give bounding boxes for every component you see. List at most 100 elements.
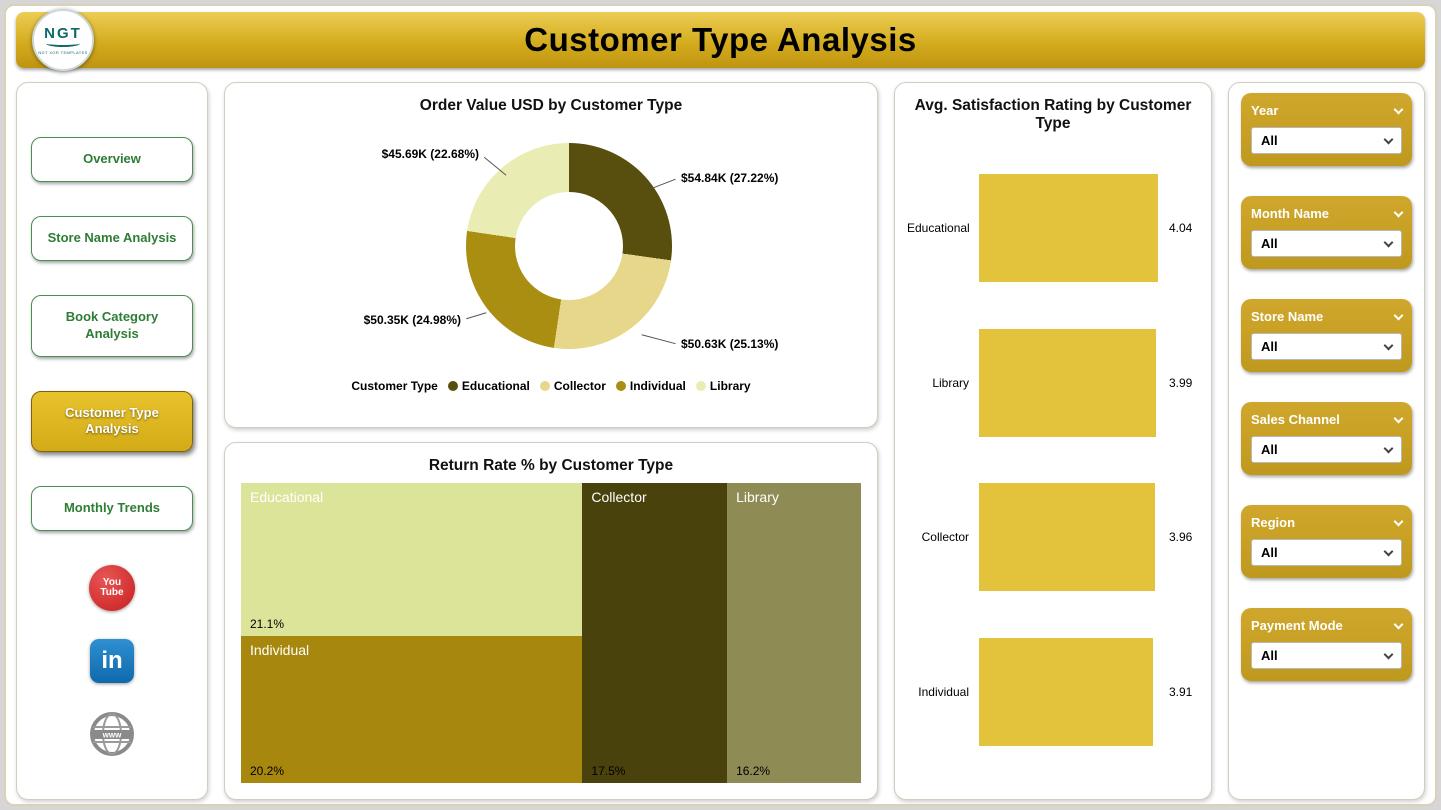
logo-subtext: NGT XGR TEMPLATES	[38, 50, 88, 55]
donut-chart-area: $45.69K (22.68%) $54.84K (27.22%) $50.35…	[239, 117, 863, 375]
slicer-sales-channel: Sales Channel All	[1241, 402, 1412, 475]
chevron-down-icon[interactable]	[1393, 207, 1404, 217]
treemap-tile-individual[interactable]: Individual 20.2%	[241, 636, 583, 783]
satisfaction-bar[interactable]	[979, 637, 1153, 746]
donut-label-library: $45.69K (22.68%)	[381, 147, 479, 161]
bar-track	[979, 483, 1161, 592]
bar-row-educational: Educational 4.04	[907, 151, 1199, 306]
donut-card: Order Value USD by Customer Type $45.69K…	[224, 82, 878, 428]
satisfaction-bar[interactable]	[979, 174, 1159, 283]
bar-category-label: Library	[932, 375, 969, 390]
slicer-label: Sales Channel	[1251, 412, 1340, 427]
chevron-down-icon[interactable]	[1393, 516, 1404, 526]
dropdown-chevron-icon	[1375, 643, 1401, 668]
bar-row-collector: Collector 3.96	[907, 460, 1199, 615]
legend-label: Individual	[629, 379, 686, 393]
svg-text:www: www	[102, 731, 122, 740]
slicer-year: Year All	[1241, 93, 1412, 166]
youtube-icon[interactable]: You Tube	[89, 565, 135, 612]
slicer-store-name: Store Name All	[1241, 299, 1412, 372]
social-links: You Tube in www	[31, 565, 193, 757]
bar-track	[979, 328, 1161, 437]
bar-category-label: Collector	[921, 530, 969, 545]
slicer-label: Payment Mode	[1251, 618, 1343, 633]
sidebar-item-monthly-trends[interactable]: Monthly Trends	[31, 486, 193, 532]
treemap-col-left: Educational 21.1% Individual 20.2%	[241, 483, 583, 783]
legend-label: Library	[709, 379, 751, 393]
sidebar-item-store-name-analysis[interactable]: Store Name Analysis	[31, 215, 193, 261]
sidebar: Overview Store Name Analysis Book Catego…	[16, 82, 208, 800]
treemap-title: Return Rate % by Customer Type	[428, 457, 674, 474]
sales-channel-dropdown[interactable]: All	[1251, 436, 1402, 463]
linkedin-icon[interactable]: in	[90, 639, 134, 684]
main-content: Order Value USD by Customer Type $45.69K…	[224, 82, 878, 800]
bar-track	[979, 637, 1161, 746]
legend-swatch	[615, 381, 626, 391]
sidebar-item-book-category-analysis[interactable]: Book Category Analysis	[31, 294, 193, 357]
logo-swoosh-icon	[46, 40, 80, 47]
treemap-tile-label: Educational	[250, 489, 324, 505]
satisfaction-card: Avg. Satisfaction Rating by Customer Typ…	[894, 82, 1212, 800]
store-name-dropdown[interactable]: All	[1251, 333, 1402, 360]
year-dropdown[interactable]: All	[1251, 127, 1402, 154]
slicer-month-name: Month Name All	[1241, 196, 1412, 269]
treemap-tile-label: Individual	[250, 642, 310, 659]
slicer-label: Year	[1251, 103, 1279, 118]
slicer-label: Store Name	[1251, 309, 1324, 324]
logo-text: NGT	[44, 25, 82, 42]
bar-track	[979, 174, 1161, 283]
treemap-tile-collector[interactable]: Collector 17.5%	[582, 483, 728, 783]
legend-item-library[interactable]: Library	[695, 379, 751, 393]
dashboard-page: NGT NGT XGR TEMPLATES Customer Type Anal…	[4, 4, 1437, 806]
region-dropdown[interactable]: All	[1251, 539, 1402, 566]
app-logo: NGT NGT XGR TEMPLATES	[32, 9, 94, 71]
satisfaction-chart: Educational 4.04 Library 3.99 Collector …	[907, 135, 1199, 789]
donut-hole	[515, 192, 623, 300]
payment-mode-dropdown[interactable]: All	[1251, 642, 1402, 669]
legend-item-educational[interactable]: Educational	[447, 379, 530, 393]
donut-chart[interactable]	[466, 143, 672, 349]
treemap-tile-educational[interactable]: Educational 21.1%	[241, 483, 583, 637]
legend-title: Customer Type	[351, 379, 438, 393]
chevron-down-icon[interactable]	[1393, 413, 1404, 423]
legend-item-collector[interactable]: Collector	[539, 379, 606, 393]
filter-panel: Year All Month Name All Store Name All	[1228, 82, 1425, 800]
legend-swatch	[539, 381, 550, 391]
legend-swatch	[695, 381, 706, 391]
dropdown-value: All	[1261, 133, 1278, 148]
dropdown-chevron-icon	[1375, 128, 1401, 153]
chevron-down-icon[interactable]	[1393, 619, 1404, 629]
chevron-down-icon[interactable]	[1393, 310, 1404, 320]
bar-category-label: Educational	[907, 221, 970, 236]
bar-value-label: 3.91	[1169, 684, 1193, 699]
dropdown-value: All	[1261, 442, 1278, 457]
donut-chart-title: Order Value USD by Customer Type	[419, 97, 683, 114]
bar-row-individual: Individual 3.91	[907, 615, 1199, 770]
sidebar-item-overview[interactable]: Overview	[31, 137, 193, 182]
bar-row-library: Library 3.99	[907, 306, 1199, 461]
donut-label-educational: $54.84K (27.22%)	[681, 171, 779, 185]
donut-legend: Customer Type Educational Collector Indi…	[239, 379, 863, 393]
sidebar-item-customer-type-analysis[interactable]: Customer Type Analysis	[31, 390, 193, 453]
treemap-tile-library[interactable]: Library 16.2%	[727, 483, 861, 783]
dropdown-chevron-icon	[1375, 231, 1401, 256]
legend-item-individual[interactable]: Individual	[615, 379, 686, 393]
chevron-down-icon[interactable]	[1393, 104, 1404, 114]
dropdown-chevron-icon	[1375, 334, 1401, 359]
dropdown-value: All	[1261, 236, 1278, 251]
legend-label: Collector	[553, 379, 606, 393]
satisfaction-bar[interactable]	[979, 328, 1157, 437]
month-name-dropdown[interactable]: All	[1251, 230, 1402, 257]
slicer-label: Region	[1251, 515, 1296, 530]
satisfaction-bar[interactable]	[979, 483, 1155, 592]
treemap-tile-label: Collector	[591, 489, 647, 505]
satisfaction-title: Avg. Satisfaction Rating by Customer Typ…	[914, 97, 1192, 132]
treemap-tile-label: Library	[736, 489, 779, 505]
bar-value-label: 3.99	[1169, 375, 1193, 390]
globe-icon[interactable]: www	[89, 711, 135, 757]
slicer-region: Region All	[1241, 505, 1412, 578]
treemap-chart: Educational 21.1% Individual 20.2% Colle…	[241, 483, 861, 783]
treemap-tile-value: 21.1%	[250, 617, 285, 632]
legend-label: Educational	[461, 379, 530, 393]
dropdown-chevron-icon	[1375, 437, 1401, 462]
